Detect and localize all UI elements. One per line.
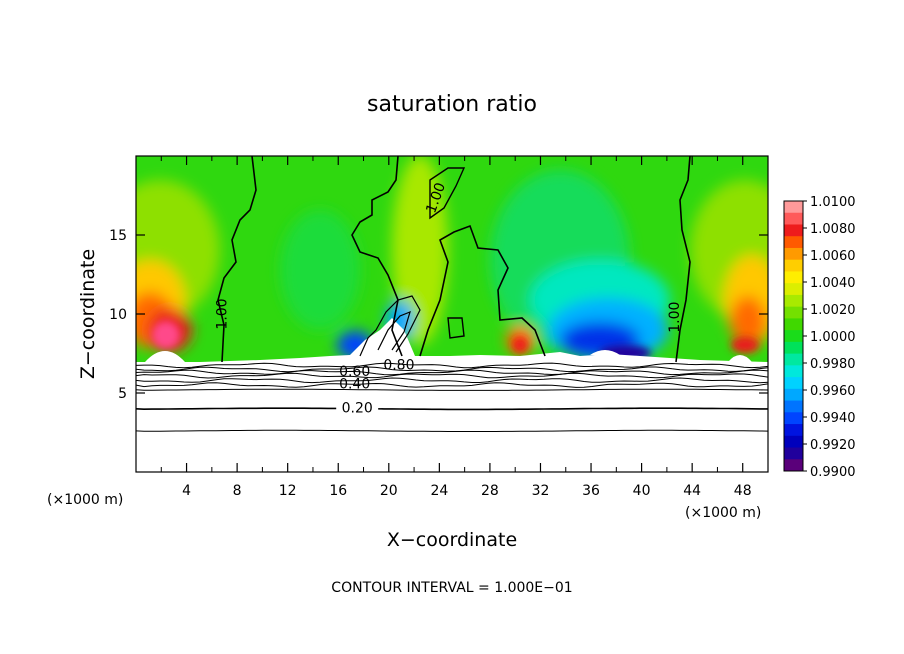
x-tick-label: 32 — [532, 483, 550, 499]
colorbar-swatch — [784, 424, 803, 437]
colorbar-label: 1.0100 — [810, 195, 856, 210]
contour-label: 0.40 — [339, 377, 370, 393]
colorbar-label: 0.9960 — [810, 384, 856, 399]
colorbar-swatch — [784, 388, 803, 402]
y-tick-label: 10 — [109, 307, 127, 323]
colorbar-swatch — [784, 330, 803, 343]
contour-line — [136, 362, 768, 369]
field-blob — [730, 296, 766, 348]
colorbar-swatch — [784, 201, 803, 214]
contour-line — [136, 372, 768, 379]
contour-100-right — [675, 156, 691, 363]
x-tick-label: 8 — [233, 483, 242, 499]
subsaturated-region — [136, 318, 768, 472]
contour-100-loop — [429, 167, 466, 220]
colorbar-swatch — [784, 224, 803, 237]
colorbar-label: 0.9940 — [810, 411, 856, 426]
contour-line — [136, 366, 768, 373]
colorbar-label: 1.0040 — [810, 276, 856, 291]
colorbar-label: 0.9980 — [810, 357, 856, 372]
x-tick-label: 20 — [380, 483, 398, 499]
colorbar-swatch — [784, 294, 803, 308]
contour-label: 0.80 — [383, 358, 414, 374]
x-unit-left: (×1000 m) — [47, 492, 123, 508]
colorbar-swatch — [784, 341, 803, 355]
colorbar-swatch — [784, 271, 803, 284]
contour-label: 0.60 — [339, 364, 370, 380]
white-patch — [590, 350, 620, 355]
chart-title: saturation ratio — [367, 92, 537, 117]
colorbar-swatch — [784, 459, 803, 472]
x-tick-label: 16 — [329, 483, 347, 499]
colorbar-swatch — [784, 259, 803, 272]
colorbar-swatch — [784, 318, 803, 331]
contour-label: 1.00 — [214, 298, 230, 329]
contour-line — [136, 388, 768, 391]
colorbar-label: 1.0060 — [810, 249, 856, 264]
colorbar-swatch — [784, 400, 803, 413]
colorbar-swatch — [784, 412, 803, 425]
contour-line — [136, 369, 768, 376]
x-axis-label: X−coordinate — [387, 529, 517, 551]
y-axis-label: Z−coordinate — [77, 249, 99, 379]
y-tick-label: 15 — [109, 228, 127, 244]
colorbar-swatch — [784, 236, 803, 249]
contour-labels: 1.00 1.001.000.60 0.800.400.20 — [214, 181, 683, 417]
contour-line — [136, 382, 768, 388]
colorbar-swatch — [784, 212, 803, 225]
colorbar-label: 1.0020 — [810, 303, 856, 318]
colorbar-label: 0.9920 — [810, 438, 856, 453]
contour-cloud-edge — [359, 295, 421, 357]
contour-cloud-edge — [377, 310, 411, 351]
x-ticks: 4 8 12 16 20 24 28 32 36 40 44 48 — [160, 156, 752, 499]
colorbar-swatches — [784, 201, 803, 472]
colorbar-swatch — [784, 306, 803, 319]
contour-label: 1.00 — [667, 302, 683, 333]
contour-layers — [136, 362, 768, 432]
x-tick-label: 4 — [182, 483, 191, 499]
colorbar-swatch — [784, 365, 803, 378]
field-blob — [152, 321, 180, 349]
contour-lines — [217, 156, 691, 363]
contour-line — [136, 429, 768, 432]
colorbar-label: 1.0080 — [810, 222, 856, 237]
contour-label-bg — [336, 400, 379, 415]
contour-line — [136, 407, 768, 411]
colorbar: 1.0100 1.0080 1.0060 1.0040 1.0020 1.0000 0.99… — [783, 195, 856, 480]
white-patch — [145, 351, 185, 362]
white-patch — [728, 355, 752, 362]
x-tick-label: 36 — [582, 483, 600, 499]
colorbar-swatch — [784, 283, 803, 296]
x-tick-label: 44 — [683, 483, 701, 499]
colorbar-swatch — [784, 247, 803, 261]
heatmap-field: 1.00 1.001.000.60 0.800.400.20 — [136, 156, 768, 472]
x-unit-right: (×1000 m) — [685, 505, 761, 521]
colorbar-swatch — [784, 377, 803, 390]
contour-interval-note: CONTOUR INTERVAL = 1.000E−01 — [331, 580, 572, 596]
contour-100-loop-2 — [447, 317, 465, 339]
colorbar-swatch — [784, 353, 803, 366]
x-tick-label: 12 — [279, 483, 297, 499]
x-tick-label: 28 — [481, 483, 499, 499]
field-blob — [731, 337, 759, 353]
y-ticks: 5 10 15 — [109, 228, 768, 402]
contour-line — [136, 377, 768, 384]
x-tick-label: 48 — [734, 483, 752, 499]
x-tick-label: 24 — [430, 483, 448, 499]
colorbar-label: 1.0000 — [810, 330, 856, 345]
colorbar-swatch — [784, 447, 803, 460]
field-blob — [512, 337, 528, 353]
colorbar-ticks: 1.0100 1.0080 1.0060 1.0040 1.0020 1.0000 0.99… — [803, 195, 856, 480]
y-tick-label: 5 — [118, 386, 127, 402]
x-tick-label: 40 — [633, 483, 651, 499]
contour-label: 0.20 — [342, 400, 373, 416]
contour-100-left — [217, 156, 257, 363]
colorbar-swatch — [784, 435, 803, 449]
field-blob — [280, 210, 360, 330]
colorbar-label: 0.9900 — [810, 465, 856, 480]
